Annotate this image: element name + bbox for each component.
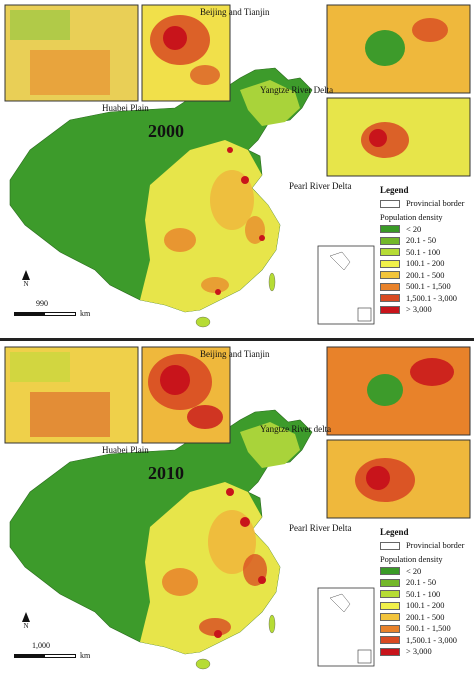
north-arrow-icon bbox=[22, 612, 30, 622]
label-huabei-2000: Huabei Plain bbox=[102, 103, 149, 113]
legend-class-label: 50.1 - 100 bbox=[406, 247, 441, 257]
legend-swatch bbox=[380, 567, 400, 576]
legend-class-row: > 3,000 bbox=[380, 646, 474, 658]
legend-class-label: 1,500.1 - 3,000 bbox=[406, 635, 457, 645]
legend-class-row: < 20 bbox=[380, 224, 474, 236]
north-arrow-icon bbox=[22, 270, 30, 280]
legend-swatch bbox=[380, 636, 400, 645]
legend-2000: Legend Provincial border Population dens… bbox=[380, 185, 474, 316]
legend-swatch bbox=[380, 282, 400, 291]
south-sea-inset-2000 bbox=[317, 245, 375, 325]
legend-class-row: 100.1 - 200 bbox=[380, 600, 474, 612]
legend-class-row: 1,500.1 - 3,000 bbox=[380, 635, 474, 647]
legend-class-label: 20.1 - 50 bbox=[406, 236, 437, 246]
legend-class-label: 500.1 - 1,500 bbox=[406, 624, 451, 634]
legend-swatch bbox=[380, 590, 400, 599]
legend-swatch bbox=[380, 259, 400, 268]
legend-swatch bbox=[380, 225, 400, 234]
label-yangtze-2000: Yangtze River Delta bbox=[260, 85, 334, 95]
legend-swatch bbox=[380, 248, 400, 257]
legend-class-label: > 3,000 bbox=[406, 305, 432, 315]
legend-class-label: > 3,000 bbox=[406, 647, 432, 657]
legend-title: Legend bbox=[380, 527, 409, 537]
legend-swatch bbox=[380, 613, 400, 622]
legend-class-row: 50.1 - 100 bbox=[380, 589, 474, 601]
legend-class-row: 50.1 - 100 bbox=[380, 247, 474, 259]
legend-2010: Legend Provincial border Population dens… bbox=[380, 527, 474, 658]
legend-class-label: < 20 bbox=[406, 566, 422, 576]
label-pearl-2000: Pearl River Delta bbox=[289, 181, 352, 191]
legend-class-label: 100.1 - 200 bbox=[406, 601, 445, 611]
legend-density-label: Population density bbox=[380, 212, 443, 222]
legend-class-row: 500.1 - 1,500 bbox=[380, 281, 474, 293]
legend-class-row: 20.1 - 50 bbox=[380, 577, 474, 589]
legend-border-label: Provincial border bbox=[406, 199, 465, 209]
legend-class-row: 500.1 - 1,500 bbox=[380, 623, 474, 635]
legend-border-label: Provincial border bbox=[406, 541, 465, 551]
north-label: N bbox=[23, 280, 29, 288]
scale-label-2000: 990 bbox=[36, 299, 48, 308]
label-yangtze-2010: Yangtze River delta bbox=[260, 424, 332, 434]
label-beijing-tianjin-2000: Beijing and Tianjin bbox=[200, 7, 270, 17]
map-panel-2000: Beijing and Tianjin Yangtze River Delta … bbox=[0, 0, 474, 338]
year-label-2010: 2010 bbox=[148, 463, 184, 483]
legend-class-label: 50.1 - 100 bbox=[406, 589, 441, 599]
north-label: N bbox=[23, 622, 29, 630]
legend-class-row: 200.1 - 500 bbox=[380, 612, 474, 624]
legend-class-label: 100.1 - 200 bbox=[406, 259, 445, 269]
legend-class-label: 500.1 - 1,500 bbox=[406, 282, 451, 292]
legend-class-label: 20.1 - 50 bbox=[406, 578, 437, 588]
scale-label-2010: 1,000 bbox=[32, 641, 50, 650]
legend-swatch bbox=[380, 647, 400, 656]
legend-swatch bbox=[380, 601, 400, 610]
south-sea-inset-2010 bbox=[317, 587, 375, 667]
map-panel-2010: Beijing and Tianjin Yangtze River delta … bbox=[0, 342, 474, 680]
legend-swatch bbox=[380, 624, 400, 633]
year-label-2000: 2000 bbox=[148, 121, 184, 141]
legend-class-row: > 3,000 bbox=[380, 304, 474, 316]
map-graphic-2000 bbox=[4, 4, 471, 328]
northeast-zone-2010 bbox=[240, 422, 300, 468]
north-arrow-2010: N bbox=[22, 612, 30, 630]
legend-class-row: 100.1 - 200 bbox=[380, 258, 474, 270]
border-swatch bbox=[380, 199, 400, 208]
panel-divider bbox=[0, 338, 474, 341]
legend-class-label: 200.1 - 500 bbox=[406, 612, 445, 622]
legend-class-row: < 20 bbox=[380, 566, 474, 578]
label-beijing-tianjin-2010: Beijing and Tianjin bbox=[200, 349, 270, 359]
legend-swatch bbox=[380, 271, 400, 280]
legend-class-label: < 20 bbox=[406, 224, 422, 234]
legend-class-label: 200.1 - 500 bbox=[406, 270, 445, 280]
legend-swatch bbox=[380, 578, 400, 587]
legend-title: Legend bbox=[380, 185, 409, 195]
label-pearl-2010: Pearl River Delta bbox=[289, 523, 352, 533]
map-graphic-2010 bbox=[4, 346, 471, 670]
legend-class-label: 1,500.1 - 3,000 bbox=[406, 293, 457, 303]
northeast-zone-2000 bbox=[240, 80, 300, 126]
scale-unit-2010: km bbox=[80, 651, 91, 660]
legend-class-row: 200.1 - 500 bbox=[380, 270, 474, 282]
legend-swatch bbox=[380, 294, 400, 303]
legend-swatch bbox=[380, 236, 400, 245]
legend-class-row: 20.1 - 50 bbox=[380, 235, 474, 247]
legend-density-label: Population density bbox=[380, 554, 443, 564]
border-swatch bbox=[380, 541, 400, 550]
north-arrow-2000: N bbox=[22, 270, 30, 288]
scale-unit-2000: km bbox=[80, 309, 91, 318]
legend-swatch bbox=[380, 305, 400, 314]
legend-classes-2000: < 20 20.1 - 50 50.1 - 100 100.1 - 200 200.1 … bbox=[380, 224, 474, 316]
legend-classes-2010: < 20 20.1 - 50 50.1 - 100 100.1 - 200 200.1 … bbox=[380, 566, 474, 658]
label-huabei-2010: Huabei Plain bbox=[102, 445, 149, 455]
legend-class-row: 1,500.1 - 3,000 bbox=[380, 293, 474, 305]
